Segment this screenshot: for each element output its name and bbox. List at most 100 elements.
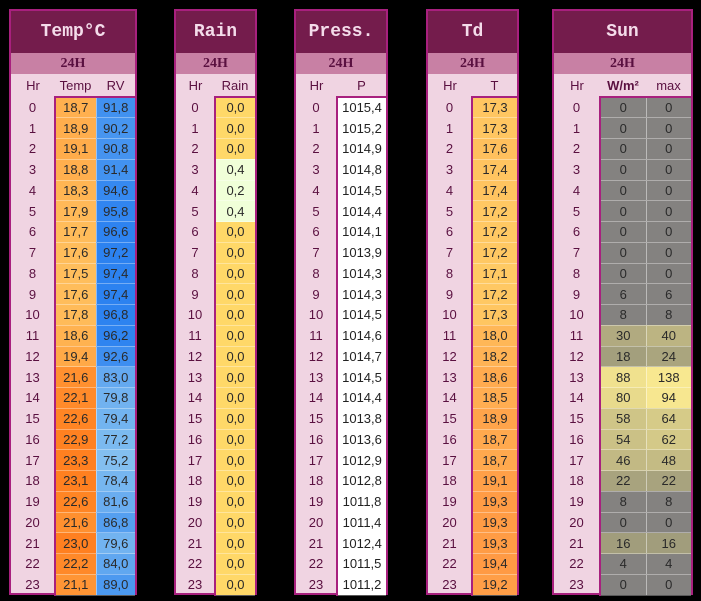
table-row: 3 1014,8 — [296, 159, 386, 181]
table-row: 9 17,2 — [428, 283, 517, 305]
table-row: 6 17,2 — [428, 221, 517, 243]
hour-cell: 10 — [569, 307, 584, 323]
table-row: 23 1011,2 — [296, 574, 386, 596]
hour-cell: 16 — [569, 431, 584, 447]
td-period: 24H — [428, 53, 517, 74]
table-row: 21 1012,4 — [296, 532, 386, 554]
hour-cell: 12 — [442, 348, 457, 364]
temp-cell: 18,6 — [54, 325, 96, 347]
sun-title: Sun — [554, 11, 691, 53]
hour-cell: 21 — [187, 535, 203, 551]
temp-cell: 17,6 — [54, 242, 96, 264]
hour-cell: 3 — [445, 162, 454, 178]
sun-max-cell: 22 — [645, 470, 691, 492]
sun-w-cell: 88 — [599, 366, 646, 388]
sun-w-cell: 0 — [599, 200, 646, 222]
table-row: 9 0,0 — [176, 283, 255, 305]
hour-cell: 10 — [308, 307, 324, 323]
hour-cell: 11 — [569, 328, 584, 344]
hour-cell: 5 — [572, 203, 581, 219]
rain-cell: 0,0 — [214, 117, 255, 139]
table-row: 14 22,1 79,8 — [11, 387, 135, 409]
pressure-cell: 1014,5 — [336, 366, 386, 388]
hour-cell: 12 — [308, 348, 324, 364]
hour-cell: 10 — [187, 307, 203, 323]
table-row: 1 1015,2 — [296, 117, 386, 139]
table-row: 2 0,0 — [176, 138, 255, 160]
hour-cell: 11 — [309, 328, 323, 344]
rv-header: RV — [106, 77, 125, 93]
hour-cell: 5 — [191, 203, 199, 219]
rain-cell: 0,0 — [214, 429, 255, 451]
hour-cell: 14 — [569, 390, 584, 406]
sun-w-cell: 30 — [599, 325, 646, 347]
temp-cell: 19,4 — [54, 346, 96, 368]
sun-w-cell: 4 — [599, 553, 646, 575]
hour-cell: 11 — [25, 328, 40, 344]
hour-cell: 1 — [445, 120, 454, 136]
table-row: 7 17,2 — [428, 242, 517, 264]
hour-cell: 11 — [442, 328, 457, 344]
sun-w-cell: 0 — [599, 512, 646, 534]
hour-cell: 17 — [187, 452, 203, 468]
temp-period: 24H — [11, 53, 135, 74]
hr-header: Hr — [443, 78, 457, 93]
sun-w-cell: 46 — [599, 449, 646, 471]
sun-max-cell: 138 — [645, 366, 691, 388]
table-row: 12 0,0 — [176, 346, 255, 368]
hour-cell: 5 — [445, 203, 454, 219]
rv-cell: 95,8 — [95, 200, 135, 222]
hour-cell: 21 — [308, 535, 324, 551]
rain-cell: 0,0 — [214, 325, 255, 347]
table-row: 21 16 16 — [554, 532, 691, 554]
rv-cell: 84,0 — [95, 553, 135, 575]
table-row: 6 1014,1 — [296, 221, 386, 243]
rv-cell: 91,4 — [95, 159, 135, 181]
rain-cell: 0,0 — [214, 449, 255, 471]
hour-cell: 4 — [312, 182, 320, 198]
rain-cell: 0,0 — [214, 512, 255, 534]
hour-cell: 6 — [28, 224, 37, 240]
td-header: T — [490, 77, 499, 93]
dewpoint-cell: 17,3 — [471, 96, 517, 119]
table-row: 17 46 48 — [554, 449, 691, 471]
rv-cell: 90,8 — [95, 138, 135, 160]
hour-cell: 18 — [569, 473, 584, 489]
hr-header: Hr — [570, 78, 584, 93]
hour-cell: 16 — [308, 431, 324, 447]
sun-max-cell: 0 — [645, 96, 691, 119]
temp-cell: 18,9 — [54, 117, 96, 139]
hour-cell: 15 — [442, 411, 457, 427]
pressure-cell: 1011,8 — [336, 491, 386, 513]
table-row: 17 1012,9 — [296, 449, 386, 471]
table-row: 10 8 8 — [554, 304, 691, 326]
hour-cell: 7 — [572, 245, 581, 261]
rain-cell: 0,0 — [214, 221, 255, 243]
hour-cell: 16 — [442, 431, 457, 447]
hour-cell: 15 — [187, 411, 203, 427]
table-row: 11 30 40 — [554, 325, 691, 347]
table-row: 2 1014,9 — [296, 138, 386, 160]
hour-cell: 2 — [312, 141, 320, 157]
hr-header: Hr — [188, 78, 203, 93]
rain-panel: Rain 24H Hr Rain 0 0,0 1 0,0 2 0,0 3 0,4 4 0,2 5 0,… — [174, 9, 257, 596]
hour-cell: 20 — [187, 514, 203, 530]
temp-cell: 22,6 — [54, 408, 96, 430]
dewpoint-cell: 18,6 — [471, 366, 517, 388]
table-row: 12 1014,7 — [296, 346, 386, 368]
table-row: 12 18,2 — [428, 346, 517, 368]
rain-cell: 0,0 — [214, 138, 255, 160]
hour-cell: 9 — [28, 286, 37, 302]
sun-w-cell: 0 — [599, 138, 646, 160]
rv-cell: 78,4 — [95, 470, 135, 492]
rain-title: Rain — [176, 11, 255, 53]
dewpoint-cell: 19,4 — [471, 553, 517, 575]
hour-cell: 23 — [187, 577, 203, 593]
sun-max-cell: 40 — [645, 325, 691, 347]
hour-cell: 7 — [28, 245, 37, 261]
pressure-cell: 1014,7 — [336, 346, 386, 368]
